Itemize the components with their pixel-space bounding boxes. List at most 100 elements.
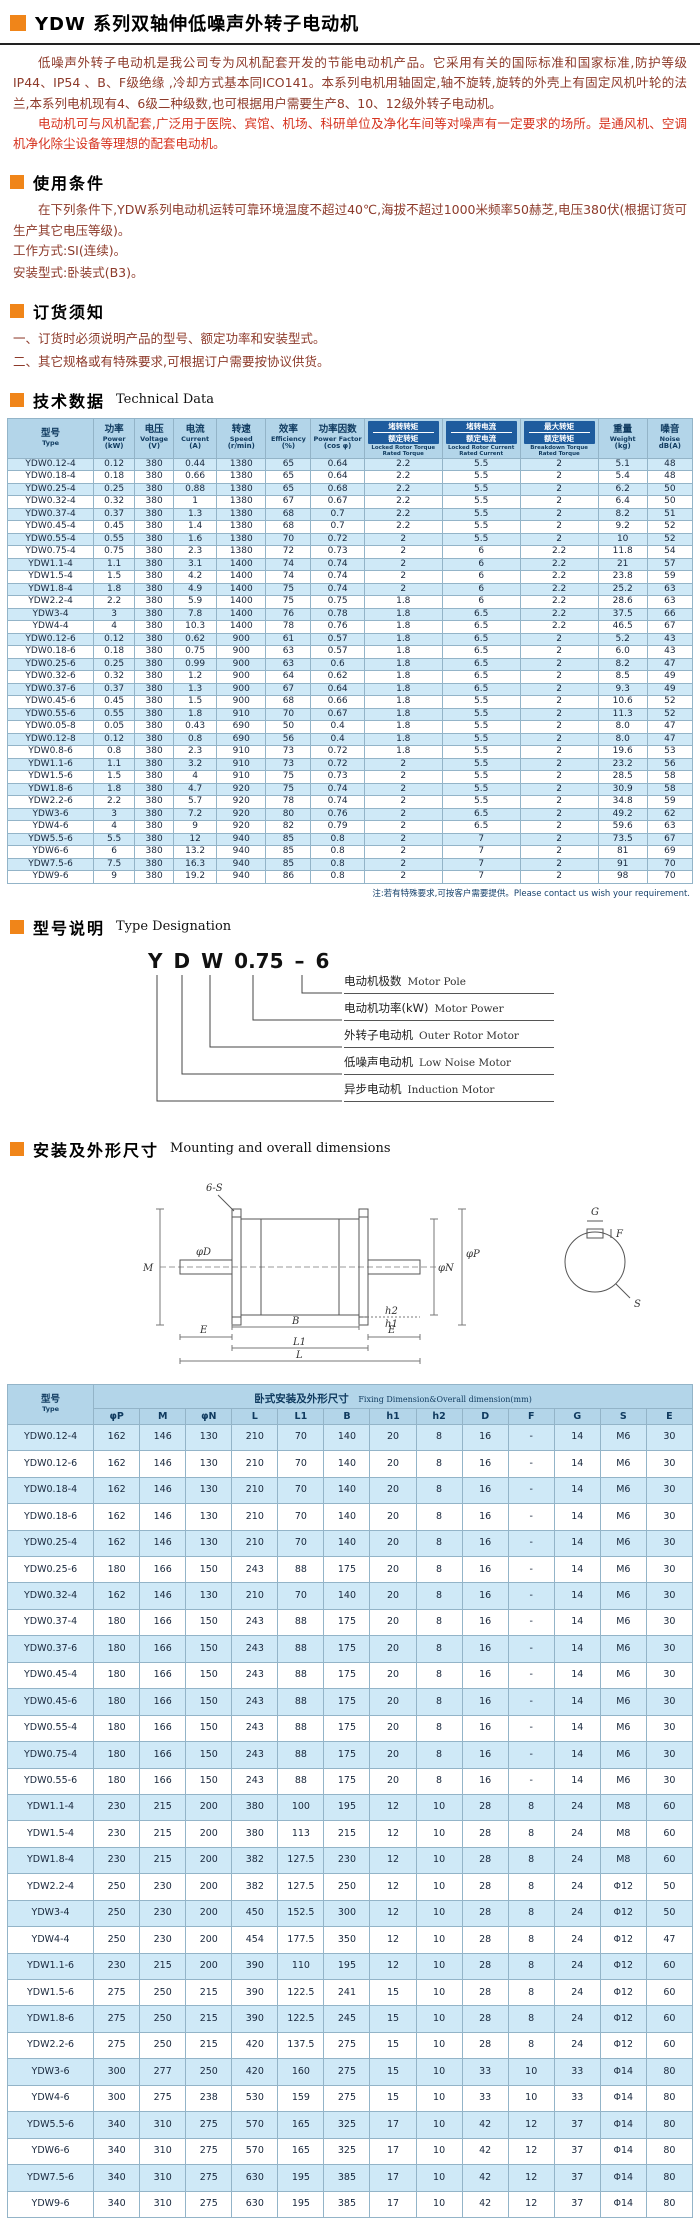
value-cell: 140 [323,1450,371,1478]
value-cell: Φ12 [599,1979,647,2007]
value-cell: 0.6 [310,657,365,672]
value-cell: 75 [265,582,312,597]
col-unit: (V) [148,442,161,451]
value-cell: 340 [93,2137,141,2166]
value-cell: 2 [519,695,599,709]
value-cell: 37 [553,2190,601,2218]
value-cell: 2 [363,845,443,859]
value-cell: 10 [415,1979,463,2007]
value-cell: 16 [461,1608,509,1637]
ratio-numerator: 最大转矩 [528,422,590,433]
value-cell: 8 [415,1608,463,1637]
value-cell: 72 [265,545,312,559]
value-cell: 1400 [216,557,267,572]
value-cell: 14 [553,1503,601,1531]
dimension-labels: 6-S M φD E E φN φP B h2 h1 L1 L G F S [142,1183,641,1361]
value-cell: 250 [185,2058,233,2086]
ratio-denominator: 额定转矩 [544,433,575,443]
model-cell: YDW0.45-6 [6,1688,95,1716]
value-cell: 4 [93,820,136,834]
value-cell: 0.37 [93,507,136,522]
table-row: YDW0.55-4 0.55 380 1.6 1380 70 0.72 2 5.5 2 10 52 [6,532,694,547]
value-cell: 380 [134,820,175,834]
table-row: YDW0.45-6 0.45 380 1.5 900 68 0.66 1.8 5.5 2 10.6 5… [6,695,694,709]
value-cell: 0.74 [310,570,365,584]
value-cell: 2 [519,770,599,784]
value-cell: 380 [134,757,175,772]
value-cell: 2.3 [173,545,218,559]
model-cell: YDW0.37-4 [6,507,95,522]
value-cell: 630 [231,2190,279,2218]
value-cell: 8 [507,1793,555,1822]
value-cell: 0.8 [173,732,218,747]
designation-label: 外转子电动机 Outer Rotor Motor [344,1027,554,1048]
table-row: YDW0.25-4 0.25 380 0.88 1380 65 0.68 2.2 5.5 2 6.2… [6,482,694,497]
value-cell: 20 [369,1661,417,1690]
value-cell: 300 [93,2084,141,2113]
value-cell: 162 [93,1582,141,1610]
model-cell: YDW4-6 [6,820,95,834]
value-cell: 1.8 [363,745,443,759]
model-cell: YDW4-4 [6,1926,95,1954]
model-cell: YDW0.12-4 [6,1423,95,1452]
value-cell: M6 [599,1741,647,1769]
value-cell: 8 [507,1820,555,1848]
value-cell: 70 [265,707,312,722]
technical-title: 技术数据 [33,391,106,411]
designation-label-zh: 低噪声电动机 [344,1054,413,1069]
value-cell: 230 [93,1846,141,1875]
value-cell: 85 [265,845,312,859]
value-cell: 215 [185,1979,233,2007]
value-cell: 0.8 [310,845,365,859]
value-cell: 5.9 [173,595,218,609]
value-cell: 900 [216,670,267,684]
value-cell: 2.2 [519,570,599,584]
value-cell: 5.5 [441,520,521,534]
value-cell: 8 [415,1582,463,1610]
value-cell: 10 [415,1873,463,1901]
value-cell: 940 [216,832,267,847]
value-cell: 17 [369,2164,417,2192]
value-cell: 20 [369,1635,417,1663]
value-cell: Φ12 [599,1899,647,1928]
table-row: YDW1.1-4 1.1 380 3.1 1400 74 0.74 2 6 2.2 21 57 [6,557,694,572]
table-row: YDW0.18-4 162 146 130 210 70 140 20 8 16-14 M6 30 [6,1476,694,1505]
value-cell: 8 [415,1767,463,1795]
value-cell: 243 [231,1688,279,1716]
value-cell: 14 [553,1529,601,1558]
value-cell: 1.8 [363,595,443,609]
value-cell: 14 [553,1661,601,1690]
value-cell: 2 [519,782,599,797]
value-cell: 1.1 [93,557,136,572]
value-cell: 175 [323,1741,371,1769]
table-row: YDW9-6 340 310 275 630 195 385 17 10 42 12 37 Φ14 80 [6,2190,694,2218]
designation-label: 低噪声电动机 Low Noise Motor [344,1054,554,1075]
model-cell: YDW0.12-4 [6,457,95,472]
tech-header-col: 重量 Weight (kg) [597,417,648,459]
model-cell: YDW1.8-4 [6,1846,95,1875]
value-cell: 16 [461,1767,509,1795]
value-cell: 12 [369,1926,417,1954]
value-cell: 0.76 [310,620,365,634]
value-cell: 380 [134,845,175,859]
ratio-denominator: 额定电流 [466,433,497,443]
value-cell: 15 [369,2058,417,2086]
table-row: YDW3-4 250 230 200 450 152.5 300 12 10 28 8 24 Φ12 50 [6,1899,694,1928]
value-cell: 2.2 [519,620,599,634]
ordering-body: 一、订货时必须说明产品的型号、额定功率和安装型式。 二、其它规格或有特殊要求,可… [13,329,687,372]
value-cell: 88 [277,1635,325,1663]
value-cell: 33 [461,2058,509,2086]
value-cell: 47 [646,720,694,734]
dim-col-header: L1 [277,1407,325,1425]
usage-work-mode: 工作方式:SI(连续)。 [13,242,127,258]
ratio-fraction-box: 堵转电流 额定电流 [445,420,517,444]
value-cell: 66 [646,607,694,622]
value-cell: 2.2 [363,507,443,522]
usage-mount-type: 安装型式:卧装式(B3)。 [13,265,144,280]
value-cell: 275 [323,2031,371,2060]
model-cell: YDW1.1-4 [6,557,95,572]
table-row: YDW0.45-6 180 166 150 243 88 175 20 8 16-14 M6 30 [6,1688,694,1716]
value-cell: 12 [369,1952,417,1981]
table-row: YDW0.18-6 0.18 380 0.75 900 63 0.57 1.8 6.5 2 6.0 4… [6,645,694,659]
value-cell: Φ14 [599,2111,647,2139]
